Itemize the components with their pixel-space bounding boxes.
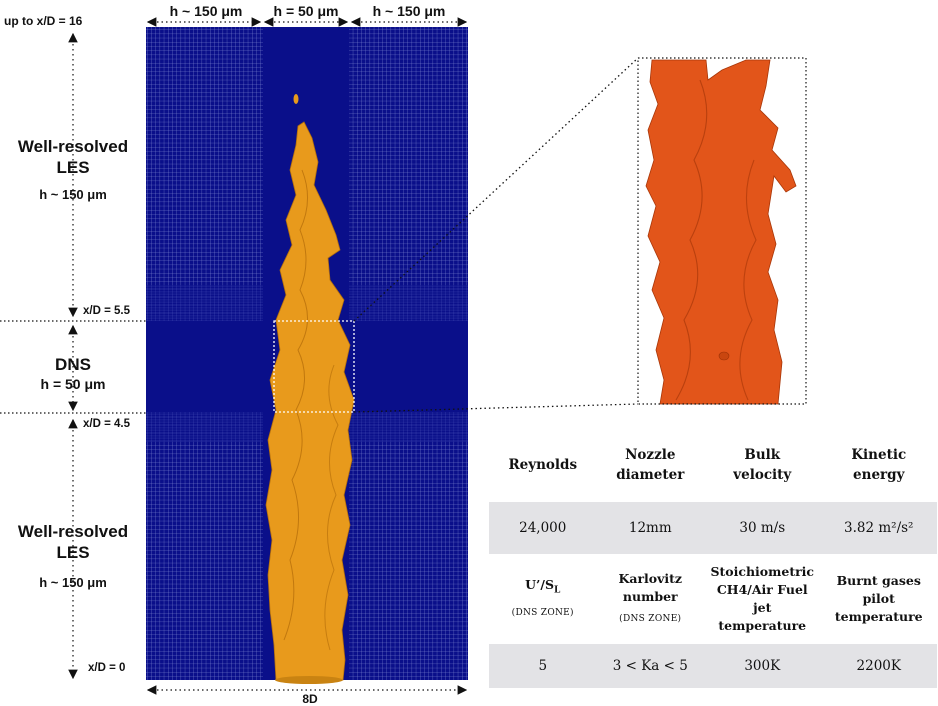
- kinetic-header: Kinetic energy: [851, 447, 907, 483]
- karlovitz-value: 3 < Ka < 5: [596, 644, 705, 688]
- u-sl-note: (DNS ZONE): [511, 607, 574, 618]
- burnt-value: 2200K: [820, 644, 937, 688]
- stoich-value: 300K: [704, 644, 821, 688]
- les-bottom-h: h ~ 150 μm: [39, 575, 107, 590]
- u-sl-subscript: L: [554, 585, 561, 596]
- reynolds-value: 24,000: [489, 502, 597, 554]
- nozzle-header: Nozzle diameter: [616, 447, 685, 483]
- up-to-label: up to x/D = 16: [4, 14, 83, 28]
- nozzle-value: 12mm: [596, 502, 705, 554]
- zoom-link-top: [353, 57, 639, 322]
- u-sl-header: U’/S: [525, 577, 555, 593]
- header-row-1: Reynolds Nozzle diameter Bulk velocity K…: [489, 428, 937, 502]
- h-right-label: h ~ 150 μm: [372, 3, 446, 19]
- bulk-value: 30 m/s: [704, 502, 821, 554]
- bulk-header: Bulk velocity: [733, 447, 792, 483]
- u-sl-value: 5: [489, 644, 597, 688]
- value-row-2: 5 3 < Ka < 5 300K 2200K: [489, 644, 937, 688]
- header-row-2: U’/SL (DNS ZONE) Karlovitz number (DNS Z…: [489, 554, 937, 644]
- stoich-header: Stoichiometric CH4/Air Fuel jet temperat…: [710, 564, 815, 633]
- karlovitz-note: (DNS ZONE): [619, 614, 682, 624]
- kinetic-value: 3.82 m²/s²: [820, 502, 937, 554]
- zoom-inset: [637, 57, 807, 405]
- dns-title: DNS: [55, 355, 91, 374]
- h-center-label: h = 50 μm: [273, 3, 339, 19]
- xd-0-label: x/D = 0: [88, 662, 126, 674]
- les-top-h: h ~ 150 μm: [39, 187, 107, 202]
- dns-h: h = 50 μm: [40, 376, 106, 392]
- karlovitz-header: Karlovitz number: [618, 571, 683, 604]
- parameter-table: Reynolds Nozzle diameter Bulk velocity K…: [489, 428, 937, 688]
- xd-55-label: x/D = 5.5: [83, 305, 130, 317]
- value-row-1: 24,000 12mm 30 m/s 3.82 m²/s²: [489, 502, 937, 554]
- zoom-window: [273, 320, 355, 413]
- les-top-title: Well-resolved LES: [17, 137, 129, 177]
- les-bottom-title: Well-resolved LES: [17, 522, 129, 562]
- flame-surface: [265, 94, 355, 684]
- burnt-header: Burnt gases pilot temperature: [834, 573, 923, 624]
- xd-45-label: x/D = 4.5: [83, 418, 130, 430]
- reynolds-header: Reynolds: [508, 457, 578, 473]
- width-label: 8D: [302, 692, 318, 706]
- h-left-label: h ~ 150 μm: [169, 3, 243, 19]
